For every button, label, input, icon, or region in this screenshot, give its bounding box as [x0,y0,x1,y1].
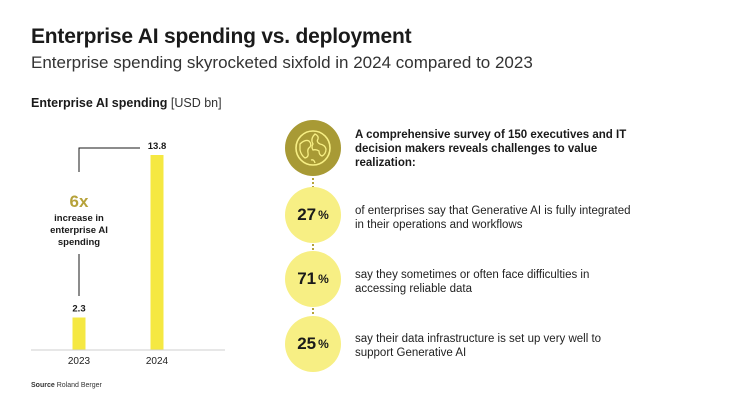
annotation-big: 6x [70,192,89,211]
data-label-2024: 13.8 [148,141,167,152]
stat-text-3: say their data infrastructure is set up … [355,333,602,359]
stat-unit: % [318,208,329,222]
source-label: Source [31,382,55,389]
page-title: Enterprise AI spending vs. deployment [31,25,412,48]
stat-value: 25 [297,334,317,353]
bar-2023 [72,317,86,350]
chart-title: Enterprise AI spending [USD bn] [31,96,222,110]
connector-dots [312,308,314,322]
chart-title-text: Enterprise AI spending [31,96,168,110]
page-subtitle: Enterprise spending skyrocketed sixfold … [31,53,533,72]
bar-2024 [150,155,164,350]
stat-text-2: say they sometimes or often face difficu… [355,269,590,295]
globe-icon [285,120,341,176]
stat-value: 71 [297,269,317,288]
stat-circle-1: 27% [285,187,341,243]
stat-unit: % [318,337,329,351]
data-label-2023: 2.3 [72,304,85,315]
stat-circle-3: 25% [285,316,341,372]
bars-group: 2.3 2023 13.8 2024 [68,141,169,367]
annotation-bracket [78,147,140,172]
chart-title-unit: [USD bn] [170,96,222,110]
annotation-line-1: increase in [54,213,104,224]
stat-unit: % [318,272,329,286]
source-name: Roland Berger [56,382,102,389]
stat-text-1: of enterprises say that Generative AI is… [355,205,631,231]
annotation-line-2: enterprise AI [50,225,108,236]
tick-label-2024: 2024 [146,356,169,367]
tick-label-2023: 2023 [68,356,91,367]
survey-intro: A comprehensive survey of 150 executives… [355,129,627,169]
source-note: Source Roland Berger [31,382,102,389]
annotation-line-3: spending [58,237,100,248]
stat-circle-2: 71% [285,251,341,307]
stat-value: 27 [297,205,317,224]
